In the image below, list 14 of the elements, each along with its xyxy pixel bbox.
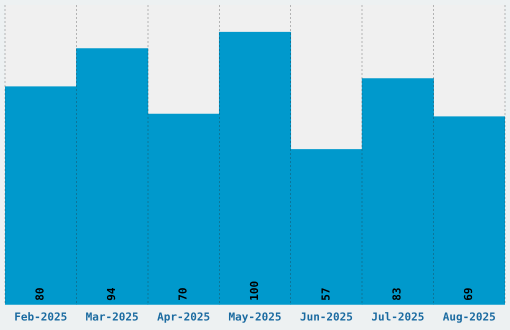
data-label: 57	[319, 288, 332, 301]
data-label: 94	[105, 287, 118, 301]
x-tick-label: Mar-2025	[86, 310, 139, 324]
data-label: 70	[176, 288, 190, 301]
x-tick-label: Aug-2025	[442, 310, 496, 324]
x-tick-label: Feb-2025	[14, 310, 68, 324]
data-label: 100	[248, 280, 261, 301]
data-label: 83	[390, 288, 404, 301]
x-tick-label: Apr-2025	[157, 310, 210, 324]
data-label: 69	[462, 288, 476, 301]
x-tick-label: Jun-2025	[300, 310, 353, 324]
data-label: 80	[34, 288, 47, 301]
x-tick-label: May-2025	[228, 310, 282, 324]
x-tick-label: Jul-2025	[371, 310, 424, 324]
